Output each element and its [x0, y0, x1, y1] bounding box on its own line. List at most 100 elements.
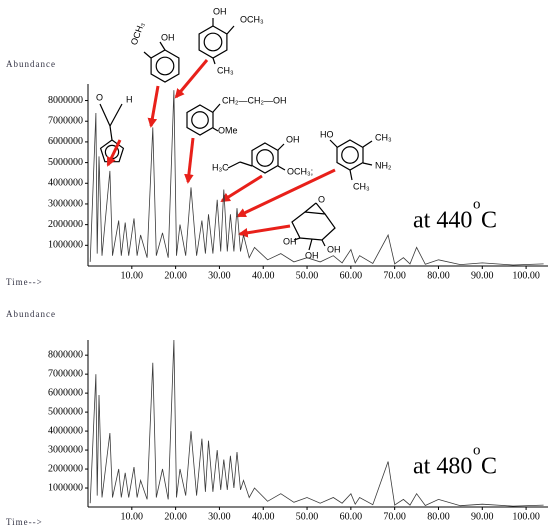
- bond: [362, 140, 373, 148]
- bond: [109, 125, 113, 141]
- bond: [239, 161, 253, 167]
- bond: [329, 139, 338, 148]
- structure-label: CH₃: [353, 181, 370, 191]
- bond: [212, 103, 221, 113]
- x-tick-label: 100.00: [512, 270, 540, 281]
- ring-inner: [191, 111, 209, 129]
- y-tick-label: 4000000: [48, 178, 83, 189]
- chromatogram-line: [89, 90, 544, 266]
- annotation-sup: o: [473, 196, 481, 212]
- x-tick-label: 20.00: [164, 270, 187, 281]
- structure-label: CH₂—CH₂—OH: [222, 95, 287, 105]
- annotation: at 440: [413, 208, 472, 234]
- ring-inner: [341, 146, 359, 164]
- structure-label: OMe: [218, 125, 238, 135]
- x-tick-label: 30.00: [208, 270, 231, 281]
- arrow: [106, 139, 122, 167]
- arrow: [147, 85, 160, 128]
- bond: [99, 103, 111, 127]
- arrow: [236, 168, 336, 218]
- structure-label: O: [318, 194, 325, 204]
- annotation: at 480: [413, 454, 472, 480]
- x-tick-label: 80.00: [427, 511, 450, 522]
- y-tick-label: 4000000: [48, 425, 83, 436]
- x-tick-label: 60.00: [340, 511, 363, 522]
- x-tick-label: 100.00: [512, 511, 540, 522]
- x-axis-label: Time-->: [6, 517, 43, 527]
- structure-label: OH: [286, 134, 300, 144]
- structure-label: NH₂: [375, 160, 392, 170]
- bond: [308, 238, 313, 251]
- bond: [277, 165, 286, 171]
- bond: [227, 161, 241, 169]
- bond: [159, 41, 166, 51]
- x-tick-label: 20.00: [164, 511, 187, 522]
- ring: [291, 211, 336, 241]
- structure-label: OCH₃: [240, 14, 264, 24]
- x-tick-label: 90.00: [471, 511, 494, 522]
- arrow: [184, 137, 195, 184]
- structure-label: CH₃: [375, 132, 392, 142]
- structure-label: H: [126, 94, 133, 104]
- x-tick-label: 40.00: [252, 270, 275, 281]
- ring: [198, 25, 228, 59]
- x-tick-label: 80.00: [427, 270, 450, 281]
- bond: [315, 202, 326, 215]
- ring: [336, 139, 364, 171]
- ring-inner: [256, 149, 274, 167]
- ring: [150, 49, 180, 83]
- structure-label: O: [96, 92, 103, 102]
- y-tick-label: 8000000: [48, 349, 83, 360]
- x-tick-label: 60.00: [340, 270, 363, 281]
- bond: [304, 202, 317, 213]
- bond: [349, 169, 353, 181]
- y-tick-label: 7000000: [48, 116, 83, 127]
- arrows: [106, 59, 336, 238]
- structure-label: OH: [213, 6, 227, 16]
- structure-label: OH: [327, 244, 341, 254]
- arrow: [174, 59, 209, 99]
- structure-label: H₃C: [212, 162, 229, 172]
- structure-label: OCH₃: [129, 21, 147, 47]
- y-axis-label: Abundance: [6, 309, 56, 319]
- chart: Abundance Time--> 1000000 2000000 3000000 400…: [6, 59, 548, 287]
- y-tick-label: 3000000: [48, 198, 83, 209]
- x-tick-label: 90.00: [471, 270, 494, 281]
- ring: [186, 104, 214, 136]
- chromatogram-line: [89, 339, 544, 507]
- x-tick-label: 50.00: [296, 270, 319, 281]
- x-tick-label: 30.00: [208, 511, 231, 522]
- x-tick-label: 70.00: [383, 511, 406, 522]
- y-tick-label: 3000000: [48, 444, 83, 455]
- x-tick-label: 10.00: [121, 511, 144, 522]
- x-tick-label: 50.00: [296, 511, 319, 522]
- x-tick-label: 70.00: [383, 270, 406, 281]
- chart: Abundance Time--> 1000000 2000000 3000000 400…: [6, 309, 548, 527]
- y-tick-label: 6000000: [48, 136, 83, 147]
- ring: [251, 142, 279, 174]
- x-tick-label: 10.00: [121, 270, 144, 281]
- bond: [277, 143, 285, 151]
- bond: [226, 25, 235, 35]
- arrow: [220, 174, 263, 203]
- structure-label: OH: [161, 32, 175, 42]
- y-tick-label: 7000000: [48, 368, 83, 379]
- bond: [109, 103, 123, 127]
- structure-label: HO: [320, 129, 334, 139]
- bond: [212, 127, 219, 132]
- x-axis-label: Time-->: [6, 277, 43, 287]
- structure-label: OCH₃;: [287, 166, 313, 176]
- structure-label: OH: [283, 236, 297, 246]
- y-tick-label: 2000000: [48, 219, 83, 230]
- annotation-unit: C: [481, 454, 497, 480]
- structure-label: CH₃: [217, 65, 234, 75]
- bond: [212, 57, 216, 65]
- bond: [321, 239, 326, 247]
- annotation-sup: o: [473, 442, 481, 458]
- ring-inner: [203, 32, 223, 52]
- y-tick-label: 1000000: [48, 482, 83, 493]
- y-tick-label: 5000000: [48, 157, 83, 168]
- ring-inner: [155, 56, 175, 76]
